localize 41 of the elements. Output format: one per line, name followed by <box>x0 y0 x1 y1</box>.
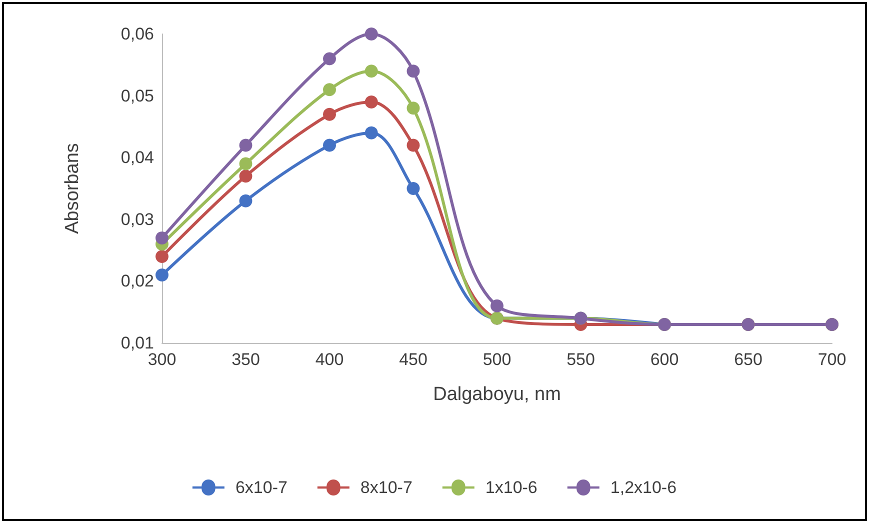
x-axis-title: Dalgaboyu, nm <box>433 384 561 405</box>
x-tick-label: 700 <box>818 350 846 369</box>
point <box>156 250 168 263</box>
x-tick-label: 650 <box>734 350 762 369</box>
y-tick-label: 0,03 <box>120 210 154 229</box>
point <box>406 64 420 78</box>
point <box>323 138 336 152</box>
y-tick-label: 0,05 <box>120 86 154 106</box>
point <box>156 268 168 282</box>
x-tick-label: 300 <box>148 350 176 369</box>
y-axis-title: Absorbans <box>62 143 83 234</box>
x-tick-label: 550 <box>566 350 595 369</box>
x-tick-label: 500 <box>482 350 512 369</box>
x-tick-label: 600 <box>650 350 679 369</box>
point <box>364 126 378 140</box>
legend-label: 6x10-7 <box>235 478 288 497</box>
point <box>406 102 420 115</box>
y-tick-label: 0,04 <box>120 148 154 168</box>
point <box>156 231 168 244</box>
point <box>323 83 336 96</box>
point <box>364 95 378 108</box>
x-tick-label: 400 <box>315 350 344 369</box>
point <box>406 182 420 195</box>
point <box>239 138 252 152</box>
point <box>406 138 420 152</box>
point <box>239 170 252 183</box>
point <box>364 28 378 40</box>
point <box>490 299 504 312</box>
point <box>323 108 336 121</box>
x-tick-label: 450 <box>399 350 428 369</box>
y-tick-label: 0,02 <box>120 272 154 291</box>
legend-label: 1x10-6 <box>485 478 538 497</box>
legend-label: 8x10-7 <box>360 478 412 497</box>
x-tick-label: 350 <box>232 350 260 369</box>
y-tick-label: 0,06 <box>120 24 154 44</box>
y-tick-label: 0,01 <box>120 334 154 352</box>
point <box>364 64 378 78</box>
legend-label: 1,2x10-6 <box>610 478 677 497</box>
point <box>239 157 252 170</box>
point <box>323 52 336 66</box>
point <box>239 194 252 208</box>
